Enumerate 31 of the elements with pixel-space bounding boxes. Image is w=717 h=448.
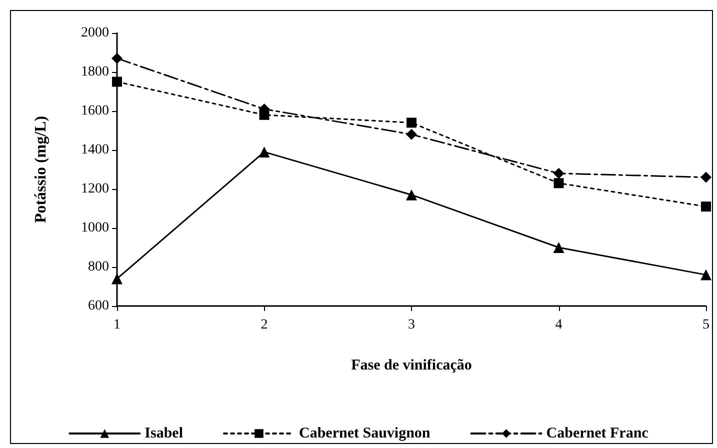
y-tick-label: 1800	[81, 64, 109, 80]
y-tick-label: 1200	[81, 182, 109, 196]
point	[406, 189, 417, 200]
point	[112, 76, 122, 87]
point	[258, 146, 270, 158]
legend-label: Cabernet Franc	[546, 426, 649, 442]
x-tick-label: 2	[260, 318, 268, 332]
legend-label: Isabel	[144, 426, 184, 442]
x-axis-title: Fase de vinificação	[351, 358, 472, 374]
point	[700, 172, 712, 183]
y-tick-label: 800	[88, 260, 109, 274]
x-tick-label: 3	[408, 318, 415, 332]
y-tick-label: 1400	[81, 142, 109, 158]
x-tick-label: 1	[114, 318, 120, 332]
point	[406, 128, 417, 140]
y-tick-label: 600	[88, 298, 109, 314]
point	[701, 202, 711, 212]
y-tick-label: 1600	[81, 104, 109, 118]
point	[554, 178, 564, 188]
point	[406, 118, 416, 128]
point	[553, 168, 564, 179]
point	[700, 269, 712, 280]
y-tick-label: 1000	[81, 220, 109, 236]
x-tick-label: 5	[702, 318, 710, 332]
x-tick-label: 4	[555, 318, 562, 332]
y-axis-title: Potássio (mg/L)	[32, 116, 50, 224]
point	[553, 242, 564, 253]
point	[112, 52, 122, 64]
point	[112, 273, 122, 284]
legend-label: Cabernet Sauvignon	[299, 426, 431, 442]
y-tick-label: 2000	[81, 26, 109, 40]
